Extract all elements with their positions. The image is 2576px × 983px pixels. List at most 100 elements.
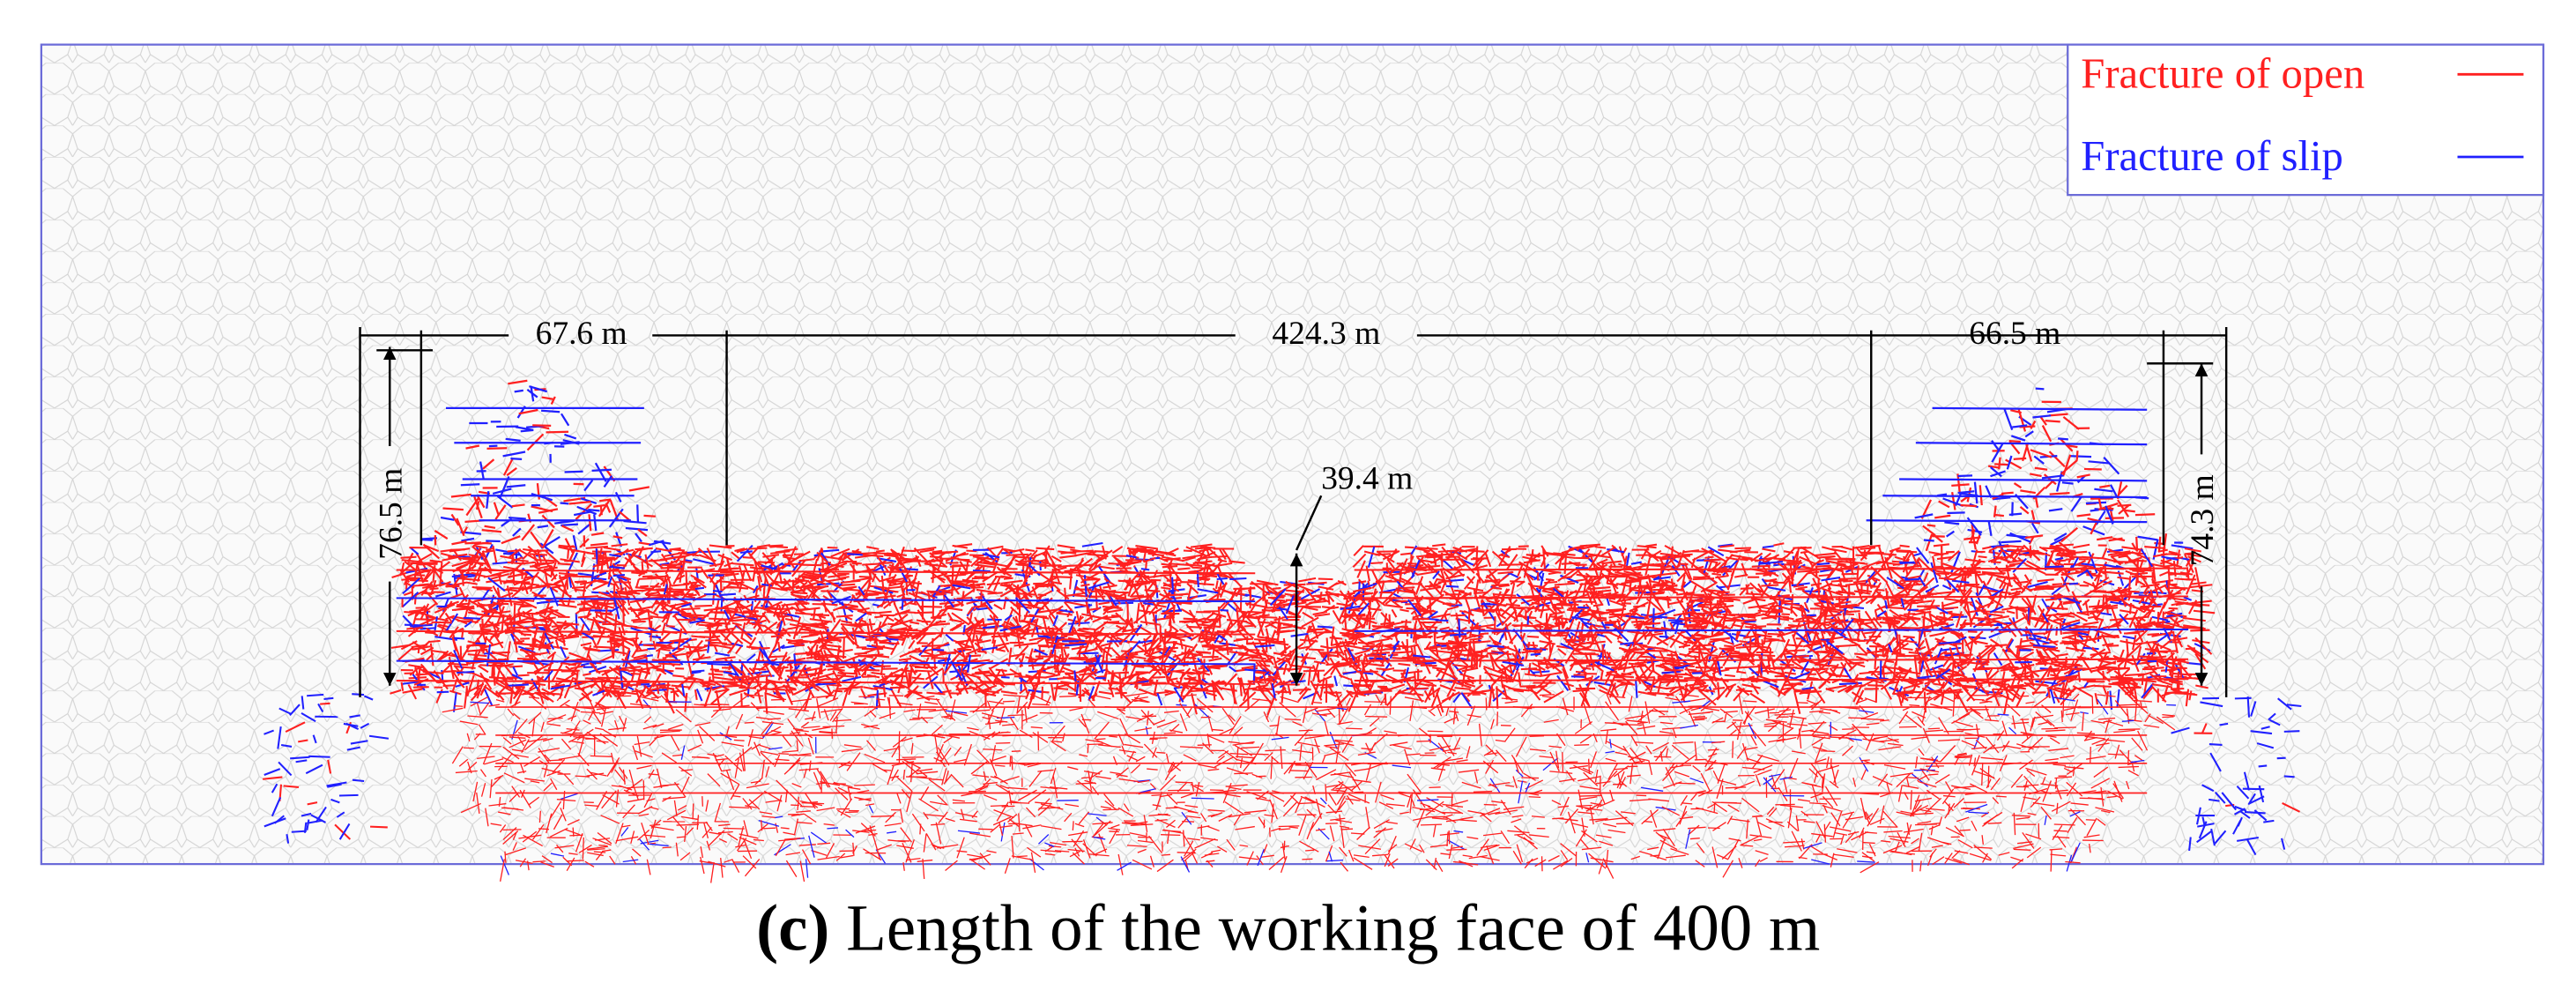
fracture: [513, 602, 531, 607]
fracture: [1513, 607, 1525, 622]
fracture: [1180, 648, 1191, 663]
fracture: [1170, 641, 1193, 649]
fracture: [638, 577, 656, 580]
fracture: [1400, 668, 1407, 679]
fracture: [1864, 610, 1877, 629]
fracture: [586, 644, 592, 659]
fracture: [560, 656, 570, 665]
fracture: [515, 426, 534, 431]
fracture: [647, 647, 657, 651]
fracture: [661, 622, 666, 636]
fracture: [620, 584, 623, 593]
fracture: [1917, 629, 1932, 633]
fracture: [883, 599, 894, 609]
fracture: [2035, 662, 2048, 666]
fracture: [2049, 687, 2056, 704]
fracture: [1600, 671, 1604, 681]
fracture: [2054, 562, 2064, 566]
fracture: [2190, 629, 2210, 632]
fracture: [1676, 571, 1687, 583]
fracture: [724, 609, 743, 614]
fracture: [1880, 655, 1889, 674]
fracture: [965, 654, 982, 658]
fracture: [2103, 456, 2120, 475]
fracture: [951, 612, 970, 626]
fracture: [1790, 608, 1798, 617]
fracture: [2062, 599, 2082, 605]
fracture: [1991, 443, 2004, 463]
fracture: [2029, 473, 2042, 478]
fracture: [1190, 543, 1213, 548]
fracture: [537, 525, 549, 529]
fracture: [1892, 652, 1905, 656]
fracture: [400, 555, 417, 559]
fracture: [1147, 659, 1164, 674]
fracture: [777, 614, 791, 618]
fracture: [2039, 416, 2047, 426]
fracture: [705, 638, 720, 642]
fracture: [2137, 535, 2158, 541]
fracture: [709, 668, 719, 671]
fracture: [402, 688, 424, 694]
fracture: [1734, 547, 1752, 550]
fracture: [514, 685, 525, 706]
fracture: [1785, 644, 1803, 647]
fracture: [2118, 503, 2130, 515]
fracture: [2033, 455, 2045, 465]
fracture: [908, 639, 916, 650]
fracture: [1275, 607, 1289, 611]
fracture: [855, 579, 870, 597]
fracture: [1825, 684, 1847, 690]
fracture: [753, 607, 776, 610]
fracture: [2053, 532, 2067, 541]
fracture: [972, 555, 996, 561]
fracture: [2153, 667, 2164, 670]
fracture: [2152, 591, 2167, 595]
fracture: [1741, 683, 1761, 689]
fracture: [1196, 651, 1212, 654]
fracture: [1793, 584, 1804, 588]
fracture: [1003, 577, 1013, 580]
fracture: [1975, 533, 1981, 545]
fracture: [2190, 581, 2207, 585]
fracture: [909, 621, 920, 625]
fracture: [2099, 484, 2111, 488]
fracture: [538, 508, 559, 514]
fracture: [483, 685, 501, 698]
fracture: [2010, 409, 2022, 414]
fracture: [1347, 644, 1367, 651]
fracture: [1838, 577, 1857, 580]
fracture: [2075, 451, 2079, 460]
fracture: [782, 587, 791, 591]
fracture: [1992, 688, 2015, 691]
fracture: [1791, 660, 1809, 673]
fracture: [1745, 625, 1763, 629]
fracture: [2136, 646, 2142, 660]
fracture: [1072, 549, 1094, 553]
fracture: [997, 631, 1010, 653]
fracture: [971, 577, 983, 580]
fracture: [1922, 525, 1936, 537]
fracture: [2032, 644, 2056, 648]
fracture: [1320, 644, 1331, 650]
fracture: [1019, 652, 1026, 668]
fracture: [1978, 555, 1987, 559]
fracture: [827, 577, 847, 583]
fracture: [1597, 616, 1607, 620]
fracture: [1168, 562, 1191, 567]
fracture: [2112, 679, 2134, 684]
fracture: [501, 535, 521, 545]
fracture: [423, 544, 440, 553]
fracture: [798, 607, 820, 612]
fracture: [833, 668, 845, 672]
fracture: [1219, 548, 1227, 560]
fracture: [1601, 644, 1605, 667]
fracture: [2056, 559, 2067, 562]
fracture: [2041, 425, 2053, 443]
fracture: [1440, 646, 1463, 650]
fracture: [769, 562, 783, 571]
fracture: [720, 553, 725, 565]
fracture: [2056, 471, 2063, 492]
fracture: [1827, 587, 1835, 601]
fracture: [952, 544, 968, 549]
